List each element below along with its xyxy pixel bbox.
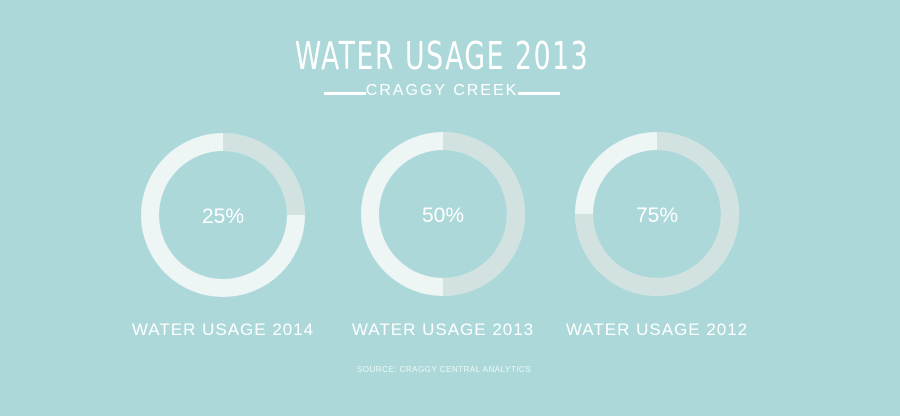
donut-value-label: 75% <box>636 204 678 227</box>
donut-category-label: WATER USAGE 2013 <box>351 320 535 339</box>
donut-2: 50% <box>361 132 525 296</box>
donut-1: 25% <box>141 133 305 297</box>
page-title: WATER USAGE 2013 <box>294 34 590 78</box>
donut-value-label: 50% <box>422 204 464 227</box>
donut-3: 75% <box>575 132 739 296</box>
donut-value-arc <box>361 132 525 296</box>
donut-value-label: 25% <box>202 205 244 228</box>
source-note: SOURCE: CRAGGY CENTRAL ANALYTICS <box>356 365 532 374</box>
donut-category-label: WATER USAGE 2014 <box>131 320 315 339</box>
donut-value-arc <box>575 132 739 296</box>
subtitle-row: CRAGGY CREEK <box>0 82 884 104</box>
page-subtitle: CRAGGY CREEK <box>365 82 519 99</box>
subtitle-rule-left <box>324 92 366 95</box>
donut-category-label: WATER USAGE 2012 <box>565 320 749 339</box>
donut-value-arc <box>141 133 305 297</box>
subtitle-rule-right <box>518 92 560 95</box>
